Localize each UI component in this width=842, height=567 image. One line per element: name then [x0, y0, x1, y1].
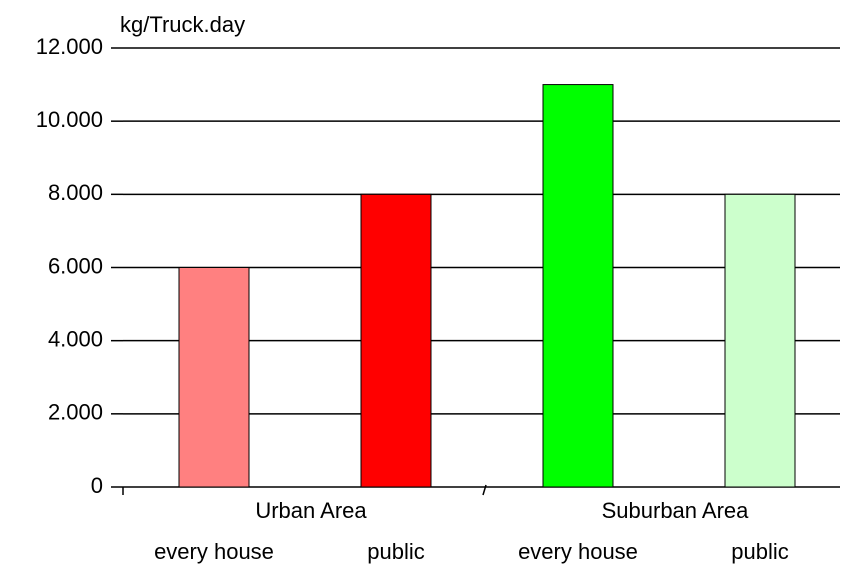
- y-tick-label: 6.000: [48, 253, 103, 278]
- y-tick-label: 12.000: [36, 34, 103, 59]
- group-label: Urban Area: [255, 498, 367, 523]
- x-tick-label: every house: [518, 539, 638, 564]
- x-axis-tick: [482, 484, 487, 496]
- y-tick-label: 4.000: [48, 326, 103, 351]
- bar: [360, 193, 432, 488]
- bar: [542, 84, 614, 488]
- y-tick-label: 0: [91, 473, 103, 498]
- y-axis-label: kg/Truck.day: [120, 12, 245, 37]
- bar: [178, 267, 250, 488]
- x-tick-label: public: [731, 539, 788, 564]
- y-tick-label: 10.000: [36, 107, 103, 132]
- bar: [724, 193, 796, 488]
- y-tick-label: 8.000: [48, 180, 103, 205]
- group-label: Suburban Area: [602, 498, 750, 523]
- x-tick-label: every house: [154, 539, 274, 564]
- x-tick-label: public: [367, 539, 424, 564]
- y-tick-label: 2.000: [48, 400, 103, 425]
